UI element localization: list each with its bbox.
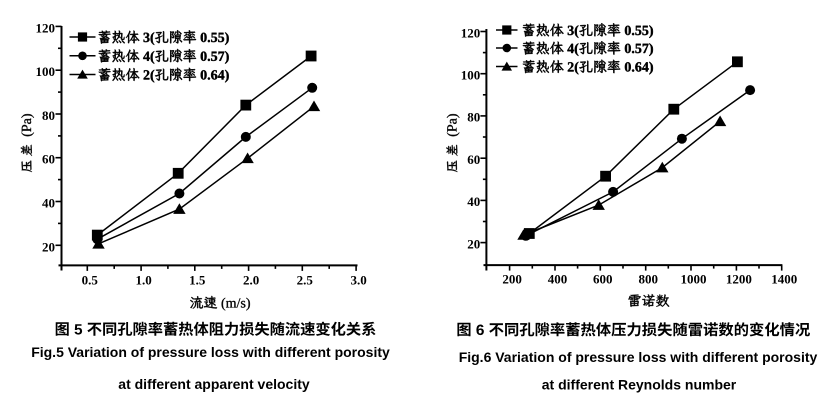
svg-text:100: 100	[461, 68, 481, 83]
svg-text:Fig.6 Variation of pressure lo: Fig.6 Variation of pressure loss with di…	[459, 349, 818, 365]
svg-text:120: 120	[36, 20, 56, 35]
svg-text:1000: 1000	[681, 271, 707, 286]
svg-text:2.5: 2.5	[297, 272, 314, 287]
svg-text:3.0: 3.0	[350, 272, 366, 287]
svg-text:at different Reynolds number: at different Reynolds number	[542, 377, 737, 393]
svg-text:80: 80	[467, 110, 480, 125]
svg-text:60: 60	[467, 152, 480, 167]
svg-text:Fig.5 Variation of pressure lo: Fig.5 Variation of pressure loss with di…	[31, 344, 390, 360]
svg-text:20: 20	[42, 239, 55, 254]
svg-text:1.5: 1.5	[189, 272, 206, 287]
svg-text:1.0: 1.0	[135, 272, 151, 287]
svg-text:1400: 1400	[771, 271, 797, 286]
svg-text:1200: 1200	[726, 271, 752, 286]
svg-text:at different apparent velocity: at different apparent velocity	[118, 376, 310, 392]
svg-text:80: 80	[42, 108, 55, 123]
svg-text:40: 40	[467, 194, 480, 209]
svg-text:600: 600	[593, 271, 613, 286]
svg-text:120: 120	[461, 25, 481, 40]
svg-text:60: 60	[42, 152, 55, 167]
svg-text:2.0: 2.0	[243, 272, 259, 287]
svg-text:400: 400	[548, 271, 568, 286]
svg-text:200: 200	[502, 271, 522, 286]
svg-text:20: 20	[467, 236, 480, 251]
svg-text:0.5: 0.5	[82, 272, 99, 287]
svg-text:40: 40	[42, 196, 55, 211]
svg-text:800: 800	[638, 271, 658, 286]
svg-text:100: 100	[36, 64, 56, 79]
